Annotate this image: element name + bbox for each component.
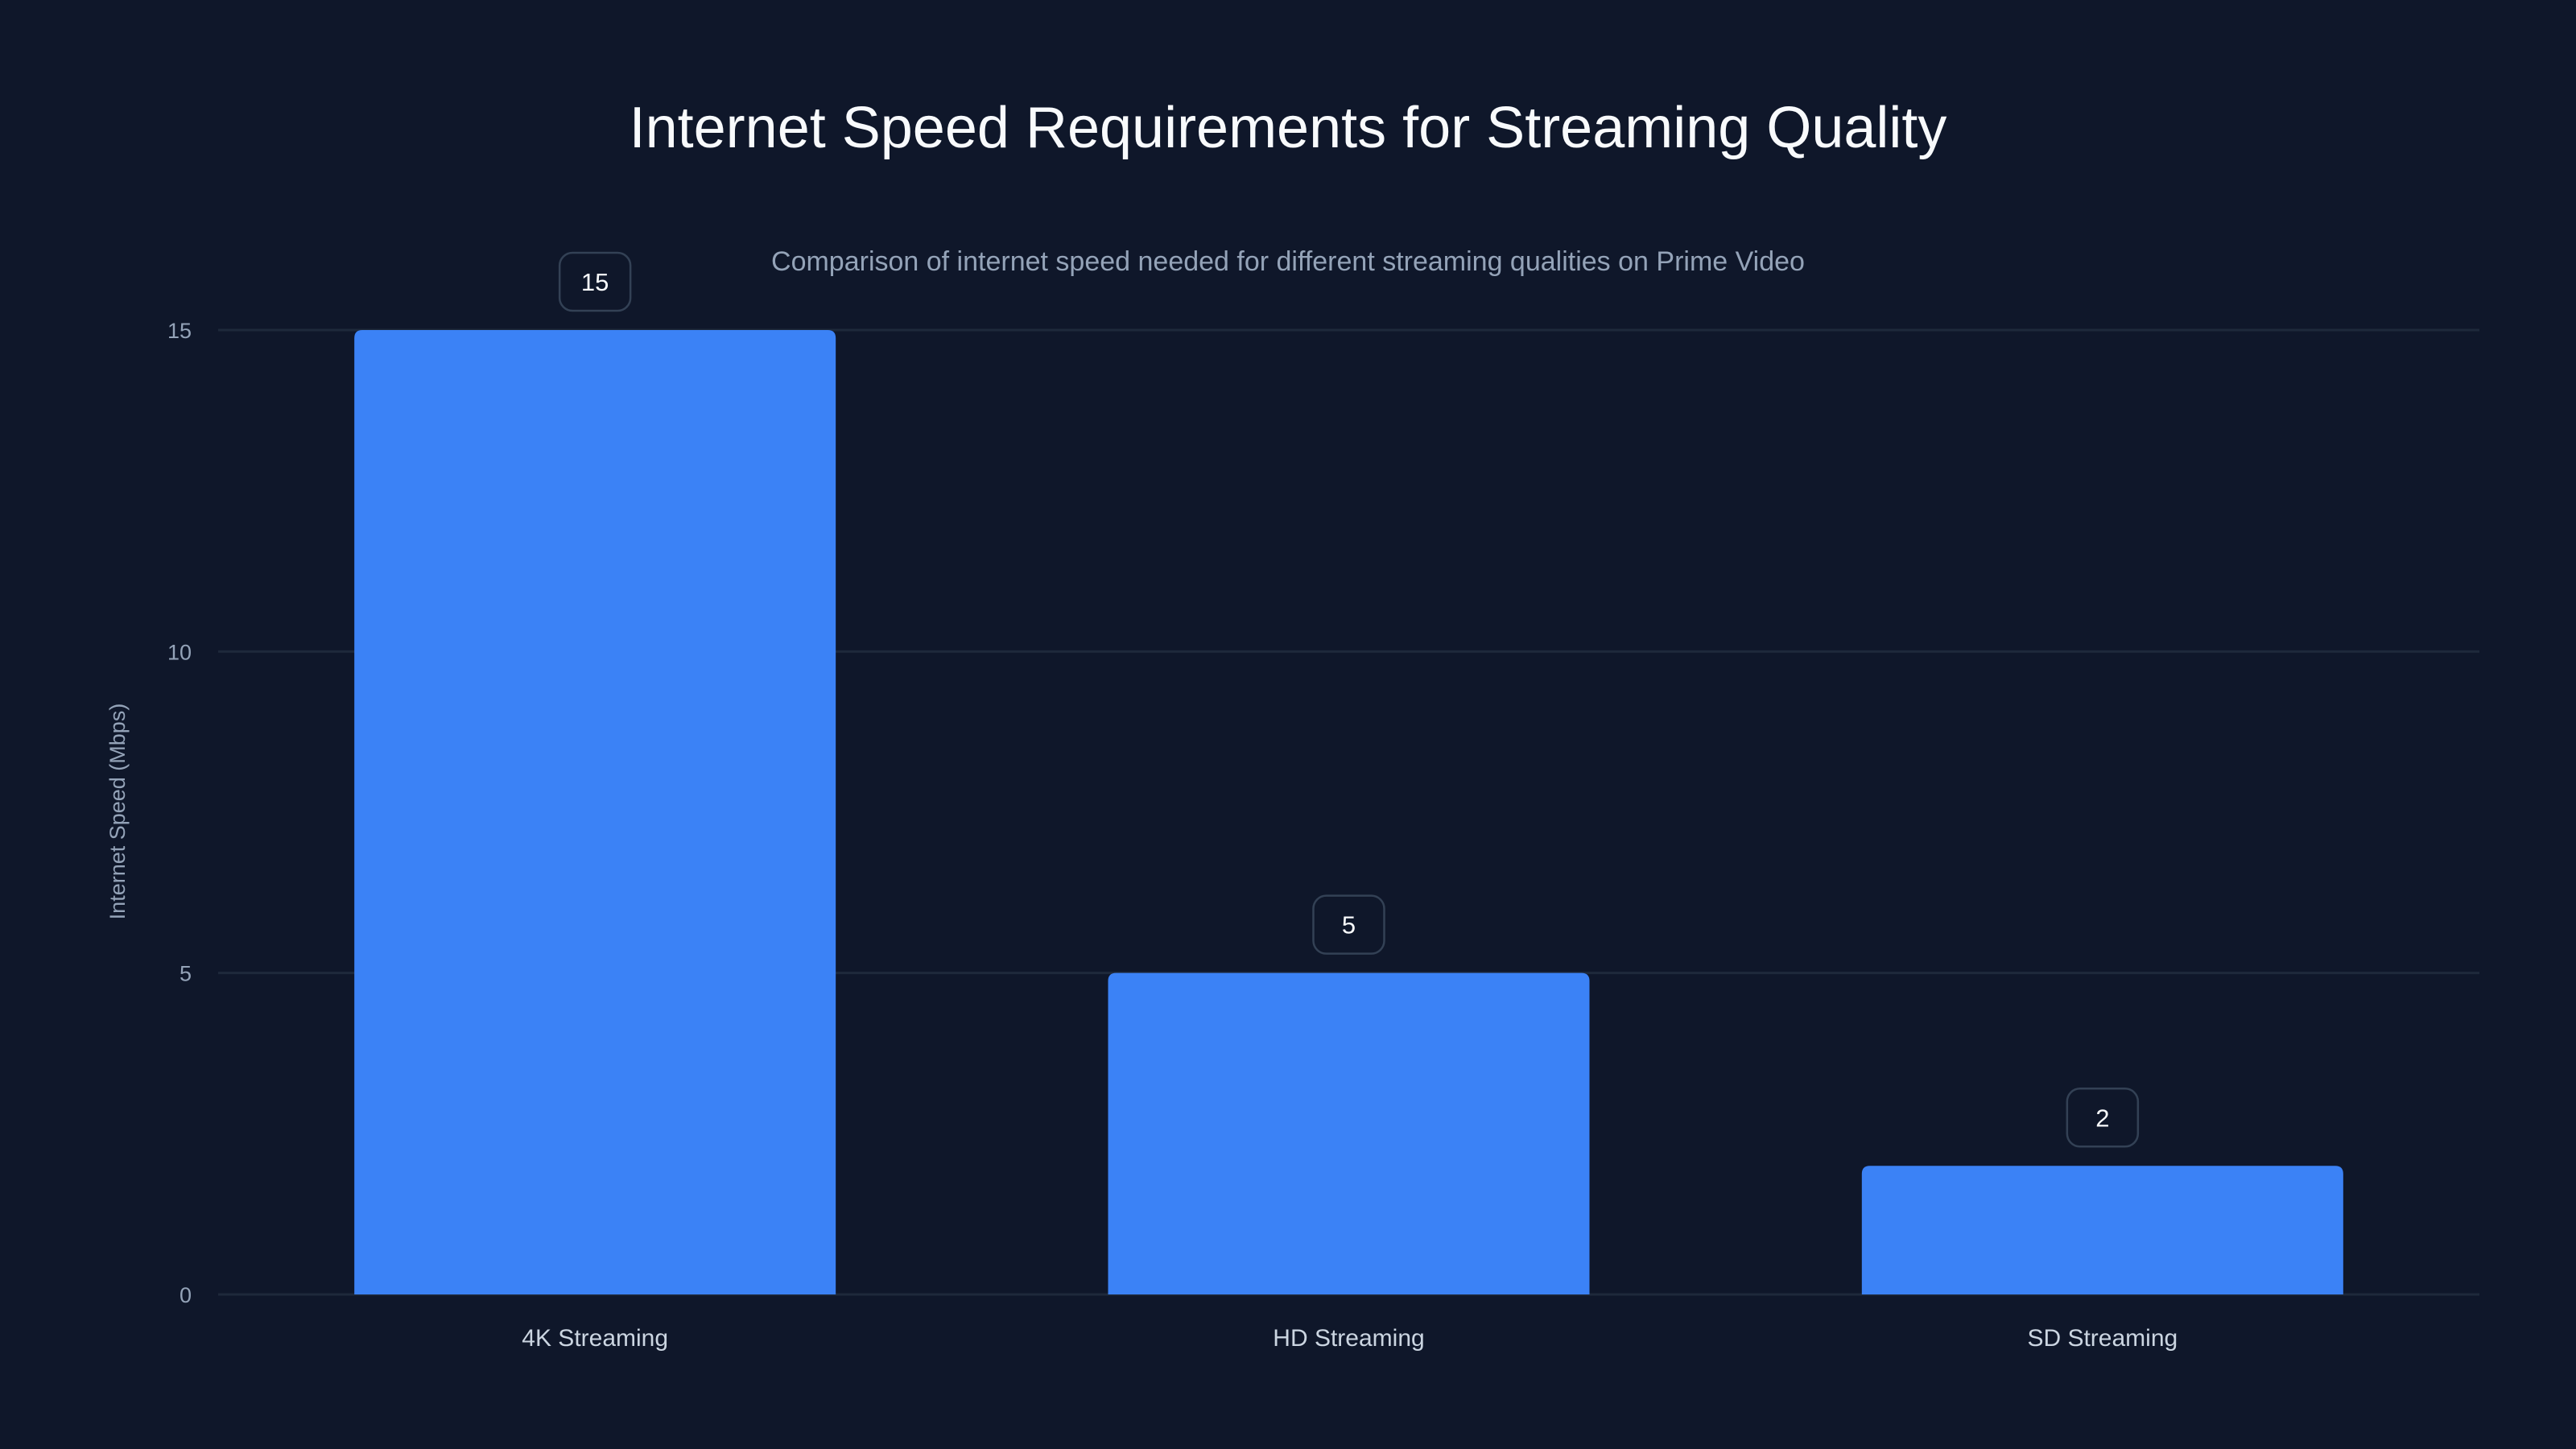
data-label: 15 [581, 268, 609, 296]
data-label: 5 [1342, 911, 1356, 939]
x-tick-label: SD Streaming [2027, 1325, 2178, 1352]
y-tick-label: 10 [167, 640, 192, 664]
bar [1108, 972, 1590, 1294]
y-axis-label: Internet Speed (Mbps) [105, 704, 130, 920]
data-label: 2 [2095, 1104, 2109, 1132]
y-tick-label: 15 [167, 319, 192, 343]
x-tick-label: 4K Streaming [522, 1325, 668, 1352]
chart-subtitle: Comparison of internet speed needed for … [771, 246, 1805, 277]
x-tick-label: HD Streaming [1273, 1325, 1424, 1352]
y-tick-label: 5 [180, 962, 192, 986]
y-tick-label: 0 [180, 1283, 192, 1307]
data-label-box [1312, 894, 1385, 955]
data-label-box [2066, 1088, 2140, 1148]
chart-title: Internet Speed Requirements for Streamin… [629, 96, 1947, 160]
bar [354, 330, 836, 1294]
data-label-box [558, 251, 632, 312]
bar [1861, 1166, 2343, 1294]
